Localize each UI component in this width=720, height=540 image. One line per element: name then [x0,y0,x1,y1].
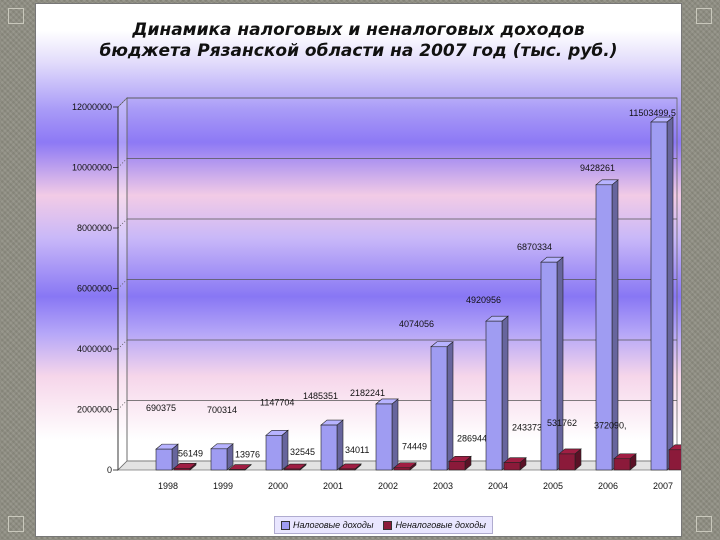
bar-nontax-1999 [228,469,246,471]
bar-tax-2007 [650,121,668,471]
legend-item-tax: Налоговые доходы [281,520,373,530]
bar-tax-1999 [210,448,228,471]
data-label-nontax-1999: 13976 [235,450,260,460]
bar-tax-2002-side [391,398,399,471]
gridline-diagonal [117,400,128,410]
data-label-nontax-2000: 32545 [290,447,315,457]
bar-nontax-2003 [448,461,466,471]
gridline-diagonal [117,97,128,108]
y-tick-label: 0 [107,465,112,475]
bar-nontax-2000 [283,468,301,471]
bar-tax-2003-side [446,341,454,471]
data-label-tax-2005: 6870334 [517,242,552,252]
bar-tax-2003 [430,346,448,471]
x-tick-label-2007: 2007 [653,481,673,491]
x-tick-label-1999: 1999 [213,481,233,491]
x-tick-label-2000: 2000 [268,481,288,491]
gridline-diagonal [117,339,128,350]
x-tick-label-1998: 1998 [158,481,178,491]
data-label-tax-1999: 700314 [207,405,237,415]
frame-corner [8,8,24,24]
data-label-tax-2000: 1147704 [260,397,294,407]
gridline-diagonal [117,158,128,168]
y-tick-label: 12000000 [72,102,112,112]
bar-nontax-2001 [338,468,356,471]
legend-label-nontax: Неналоговые доходы [395,520,486,530]
data-label-nontax-2005: 531762 [547,418,577,428]
x-tick-label-2002: 2002 [378,481,398,491]
bar-tax-2007-side [666,116,674,471]
data-label-tax-2007: 11503499,5 [629,108,676,118]
data-label-tax-2004: 4920956 [466,295,501,305]
gridline-diagonal [117,218,128,229]
legend-swatch-tax [281,520,290,530]
chart-title-line-1: Динамика налоговых и неналоговых доходов [132,20,585,40]
y-tick-label: 6000000 [77,284,112,294]
x-tick-label-2005: 2005 [543,481,563,491]
data-label-tax-1998: 690375 [146,403,176,413]
x-tick-label-2006: 2006 [598,481,618,491]
data-label-tax-2006: 9428261 [580,163,615,173]
bar-nontax-2002 [393,467,411,471]
bar-tax-2004-side [501,315,509,471]
data-label-nontax-2004: 243373 [512,423,542,433]
data-label-tax-2003: 4074056 [399,319,434,329]
y-tick-label: 4000000 [77,344,112,354]
legend-label-tax: Налоговые доходы [293,520,374,530]
bar-nontax-2004 [503,462,521,471]
bar-tax-2004 [485,320,503,471]
y-tick-label: 2000000 [77,405,112,415]
bar-chart: 0 2000000 4000000 6000000 8000000 10000000 120… [72,97,681,491]
gridline-diagonal [117,279,128,289]
data-label-nontax-2002: 74449 [402,442,427,452]
bar-tax-2000-side [281,429,289,471]
data-label-nontax-2001: 34011 [345,445,369,455]
frame-corner [696,516,712,532]
bar-tax-1998 [155,448,173,471]
data-label-nontax-2006: 372090, [594,421,627,431]
y-tick-label: 10000000 [72,163,112,173]
bar-tax-2002 [375,403,393,471]
data-label-tax-2002: 2182241 [350,388,385,398]
chart-title-line-2: бюджета Рязанской области на 2007 год (т… [99,41,618,61]
legend-item-nontax: Неналоговые доходы [383,520,486,530]
bar-tax-2005-side [556,256,564,471]
bar-nontax-2006 [613,458,631,471]
x-tick-label-2001: 2001 [323,481,343,491]
chart-legend: Налоговые доходы Неналоговые доходы [274,516,493,534]
data-label-nontax-2003: 286944 [457,433,487,443]
bar-tax-2000 [265,434,283,471]
frame-corner [696,8,712,24]
data-label-tax-2001: 1485351 [303,391,338,401]
bar-nontax-2007 [668,449,681,471]
bar-tax-2006 [595,184,613,471]
x-tick-label-2004: 2004 [488,481,508,491]
bar-tax-2001 [320,424,338,471]
legend-swatch-nontax [383,520,393,530]
frame-corner [8,516,24,532]
bar-tax-2005 [540,261,558,471]
slide: Динамика налоговых и неналоговых доходов… [36,4,681,536]
bar-tax-2001-side [336,419,344,471]
bar-nontax-2005 [558,453,576,471]
bar-nontax-1998 [173,468,191,471]
x-tick-label-2003: 2003 [433,481,453,491]
y-tick-label: 8000000 [77,223,112,233]
data-label-nontax-1998: 56149 [178,448,203,458]
chart-title: Динамика налоговых и неналоговых доходов… [36,20,681,62]
